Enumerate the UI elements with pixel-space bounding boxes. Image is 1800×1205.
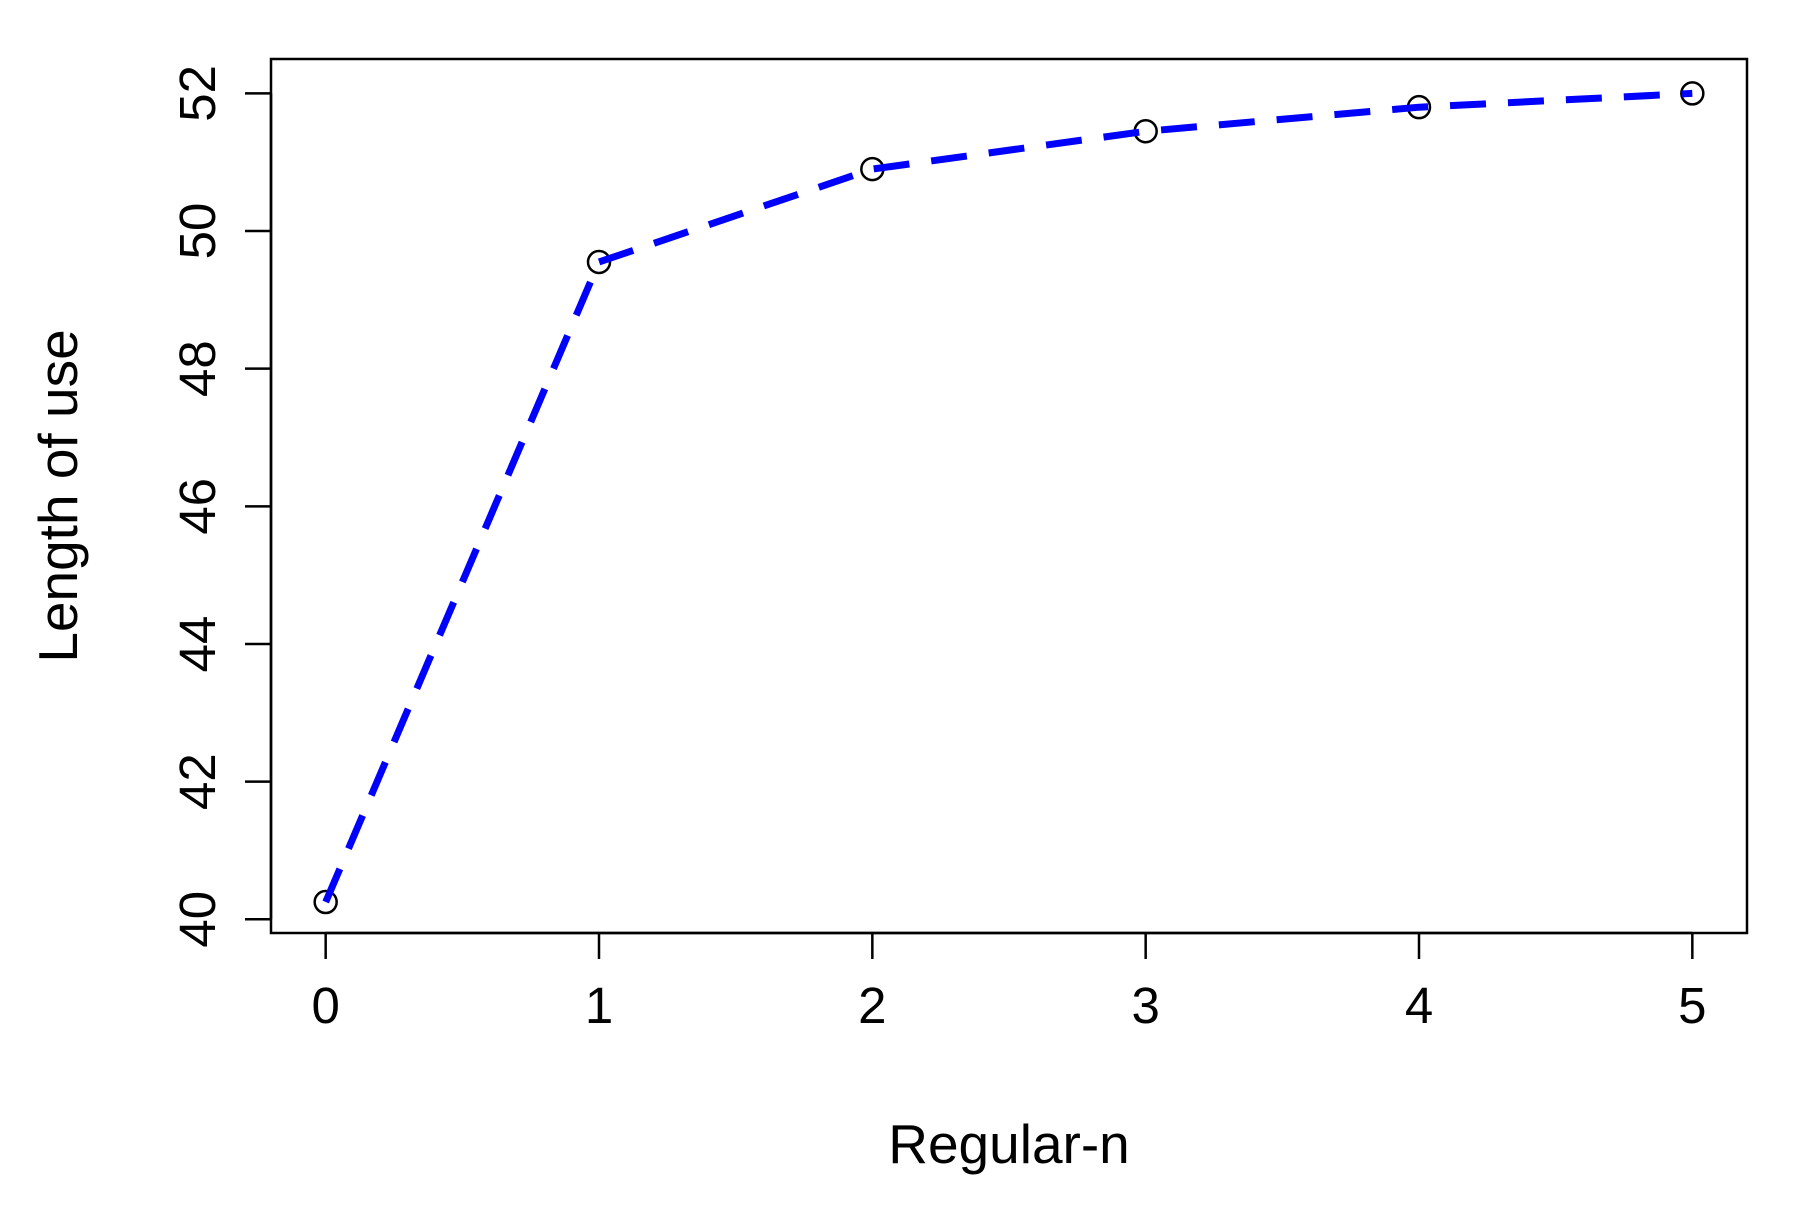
y-tick-label-6: 52 (169, 65, 226, 122)
data-point-0-1 (586, 249, 612, 275)
x-tick-label-5: 5 (1678, 977, 1706, 1034)
y-tick-label-5: 50 (169, 203, 226, 260)
series-layer (313, 81, 1705, 915)
x-tick-label-1: 1 (585, 977, 613, 1034)
x-axis: 0 1 2 3 4 5 (311, 931, 1707, 1034)
data-point-0-0 (313, 889, 338, 915)
x-tick-label-0: 0 (311, 977, 339, 1034)
data-point-0-5 (1680, 81, 1705, 106)
y-tick-label-0: 40 (169, 891, 226, 948)
series-line-0 (322, 89, 1693, 904)
y-tick-label-4: 48 (169, 340, 226, 397)
plot-frame (269, 57, 1749, 935)
y-axis-title: Length of use (27, 329, 89, 662)
y-tick-label-1: 42 (169, 753, 226, 810)
y-axis: 40 42 44 46 48 50 52 (169, 65, 273, 948)
x-tick-label-2: 2 (858, 977, 886, 1034)
y-tick-label-2: 44 (169, 616, 226, 673)
x-tick-label-4: 4 (1405, 977, 1433, 1034)
x-axis-title: Regular-n (888, 1113, 1130, 1175)
y-tick-label-3: 46 (169, 478, 226, 535)
x-tick-label-3: 3 (1131, 977, 1159, 1034)
